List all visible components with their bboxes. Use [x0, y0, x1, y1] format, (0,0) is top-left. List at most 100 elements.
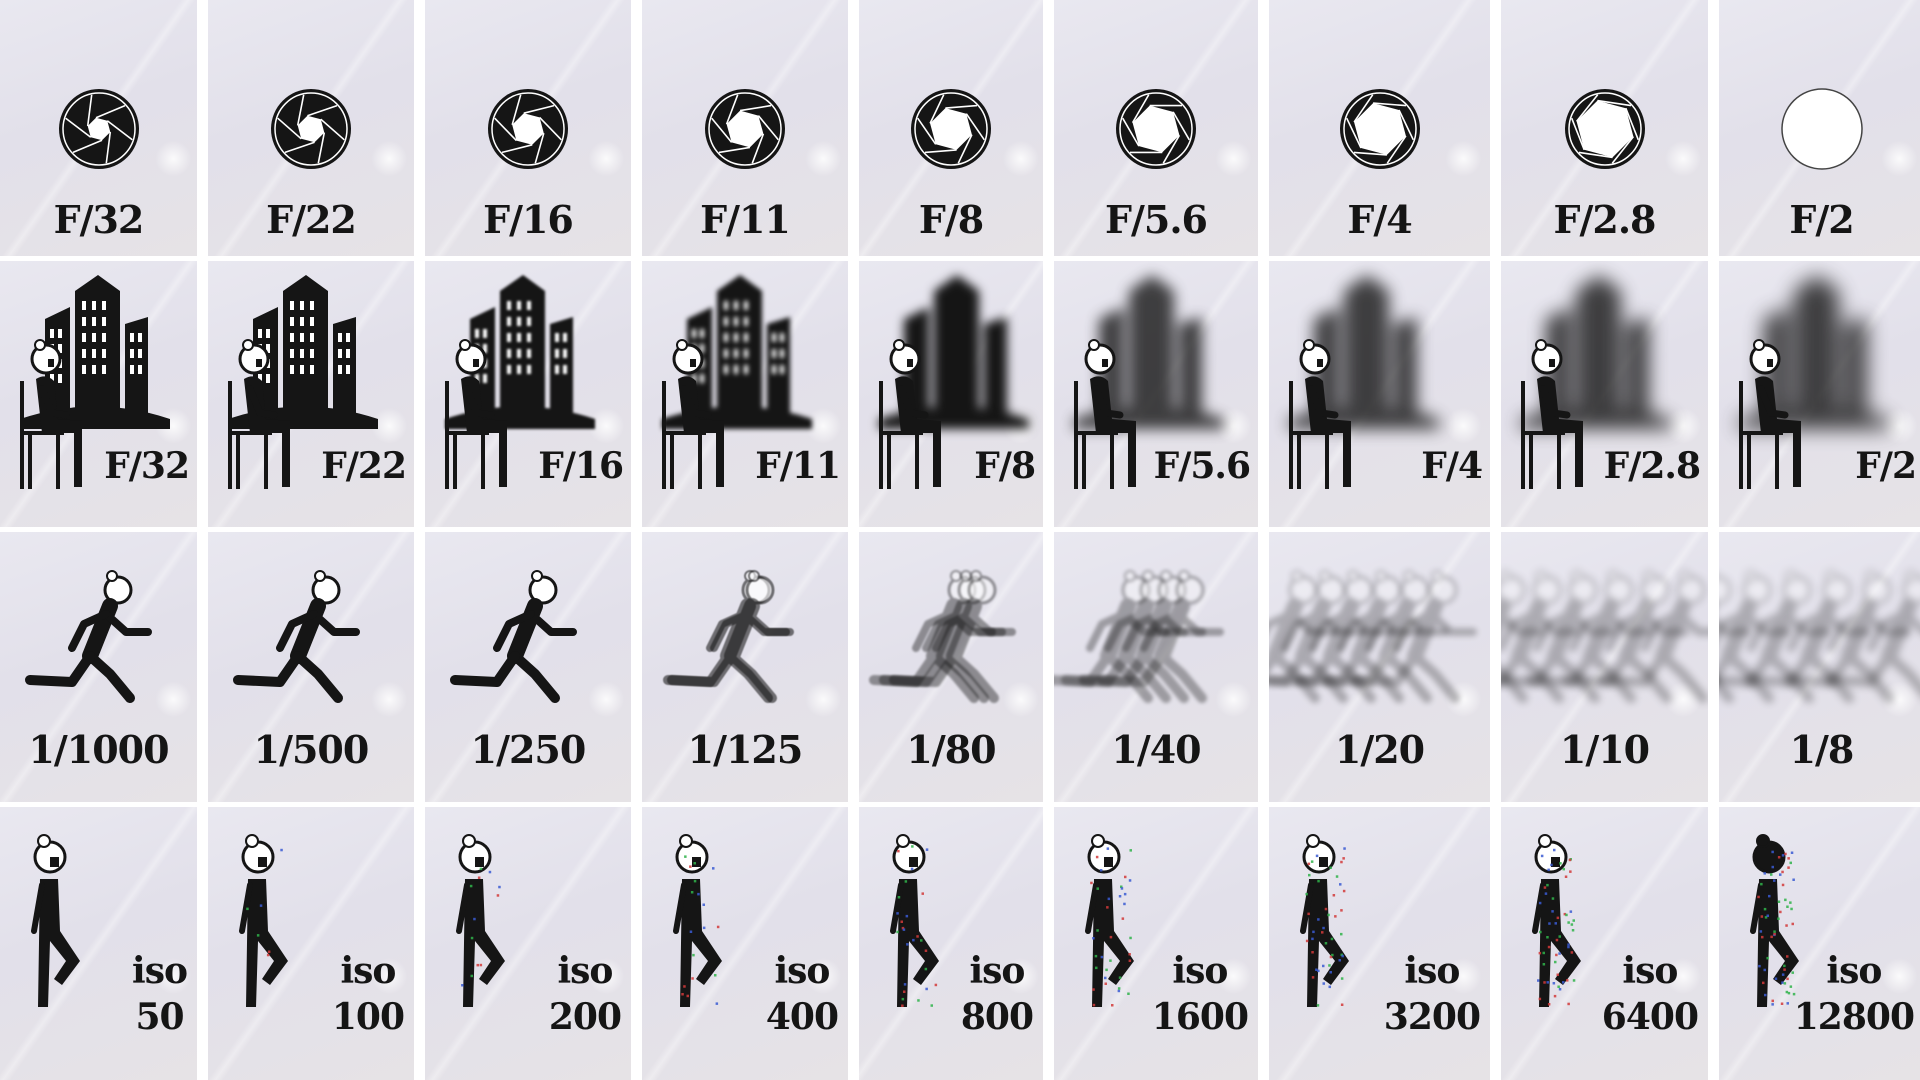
seated-person-icon	[662, 339, 724, 489]
setting-label: 1/20	[1334, 727, 1425, 772]
seated-person-icon	[879, 339, 941, 489]
iso-value: 3200	[1383, 996, 1481, 1038]
setting-label: F/22	[266, 197, 357, 242]
aperture-cell: F/8	[859, 0, 1043, 256]
running-person-icon	[1097, 570, 1224, 703]
iso-prefix: iso	[1826, 950, 1882, 992]
standing-person-icon	[456, 834, 505, 1007]
iso-cell: iso 800	[859, 807, 1043, 1080]
setting-label: F/4	[1421, 445, 1483, 487]
seated-person-icon	[1289, 339, 1351, 489]
running-person-icon	[1269, 570, 1393, 703]
depth-of-field-cell: F/11	[642, 261, 848, 527]
iso-value: 200	[548, 996, 622, 1038]
seated-person-icon	[228, 339, 290, 489]
running-person-icon	[1350, 570, 1477, 703]
setting-label: F/11	[755, 445, 841, 487]
iso-prefix: iso	[132, 950, 188, 992]
depth-of-field-cell: F/4	[1269, 261, 1490, 527]
setting-label: 1/10	[1559, 727, 1650, 772]
aperture-cell: F/11	[642, 0, 848, 256]
iso-cell: iso 200	[425, 807, 631, 1080]
iso-value: 12800	[1793, 996, 1915, 1038]
setting-label: 1/500	[253, 727, 370, 772]
iso-value: 50	[135, 996, 184, 1038]
running-person-icon	[1526, 570, 1653, 703]
setting-label: F/32	[104, 445, 190, 487]
aperture-cell: F/16	[425, 0, 631, 256]
standing-person-icon	[1750, 834, 1799, 1007]
running-person-icon	[1294, 570, 1421, 703]
running-person-icon	[1501, 570, 1545, 703]
iso-label: iso 100	[332, 948, 405, 1040]
standing-person-icon	[890, 834, 939, 1007]
running-person-icon	[869, 570, 996, 703]
setting-label: F/2	[1855, 445, 1917, 487]
iso-label: iso 400	[765, 948, 839, 1040]
aperture-cell: F/4	[1269, 0, 1490, 256]
standing-person-icon	[1532, 834, 1581, 1007]
running-person-icon	[1824, 570, 1920, 696]
iso-label: iso 800	[961, 948, 1034, 1040]
aperture-cell: F/32	[0, 0, 197, 256]
aperture-icon	[1339, 89, 1420, 169]
iso-value: 1600	[1151, 996, 1249, 1038]
shutter-speed-cell: 1/40	[1054, 532, 1258, 802]
running-person-icon	[233, 570, 360, 703]
aperture-cell: F/2.8	[1501, 0, 1708, 256]
running-person-icon	[1501, 570, 1617, 703]
setting-label: 1/250	[470, 727, 587, 772]
setting-label: F/16	[483, 197, 574, 242]
running-person-icon	[1322, 570, 1449, 703]
running-person-icon	[1719, 570, 1831, 703]
seated-person-icon	[1521, 339, 1583, 489]
aperture-cell: F/22	[208, 0, 414, 256]
aperture-icon	[271, 89, 351, 169]
shutter-speed-cell: 1/80	[859, 532, 1043, 802]
iso-label: iso 50	[132, 948, 188, 1040]
iso-prefix: iso	[1172, 950, 1228, 992]
iso-prefix: iso	[1404, 950, 1460, 992]
seated-person-icon	[20, 339, 82, 489]
iso-cell: iso 50	[0, 807, 197, 1080]
aperture-icon	[1780, 88, 1863, 170]
shutter-speed-cell: 1/20	[1269, 532, 1490, 802]
setting-label: 1/80	[906, 727, 996, 772]
setting-label: F/5.6	[1105, 197, 1208, 242]
running-person-icon	[1719, 570, 1791, 703]
seated-person-icon	[445, 339, 507, 489]
iso-cell: iso 3200	[1269, 807, 1490, 1080]
aperture-cell: F/2	[1719, 0, 1920, 256]
setting-label: 1/1000	[28, 727, 169, 772]
setting-label: F/2.8	[1553, 197, 1657, 242]
setting-label: F/16	[538, 445, 624, 487]
standing-person-icon	[1300, 834, 1349, 1007]
depth-of-field-cell: F/22	[208, 261, 414, 527]
iso-prefix: iso	[1622, 950, 1678, 992]
aperture-cell: F/5.6	[1054, 0, 1258, 256]
running-person-icon	[1501, 570, 1581, 703]
iso-value: 400	[765, 996, 839, 1038]
setting-label: 1/8	[1789, 727, 1855, 772]
depth-of-field-cell: F/16	[425, 261, 631, 527]
iso-label: iso 3200	[1383, 948, 1481, 1040]
iso-label: iso 12800	[1793, 948, 1915, 1040]
running-person-icon	[1054, 570, 1170, 703]
aperture-icon	[1564, 89, 1645, 169]
shutter-speed-cell: 1/8	[1719, 532, 1920, 802]
shutter-speed-cell: 1/500	[208, 532, 414, 802]
depth-of-field-cell: F/2.8	[1501, 261, 1708, 527]
iso-prefix: iso	[774, 950, 830, 992]
running-person-icon	[1079, 570, 1206, 703]
setting-label: F/2.8	[1603, 445, 1701, 487]
running-person-icon	[1562, 570, 1689, 703]
aperture-icon	[911, 89, 991, 169]
setting-label: 1/125	[687, 727, 804, 772]
aperture-icon	[488, 89, 568, 169]
seated-person-icon	[1739, 339, 1801, 489]
aperture-icon	[58, 89, 139, 169]
depth-of-field-cell: F/2	[1719, 261, 1920, 527]
running-person-icon	[889, 570, 1016, 703]
setting-label: F/4	[1347, 197, 1412, 242]
